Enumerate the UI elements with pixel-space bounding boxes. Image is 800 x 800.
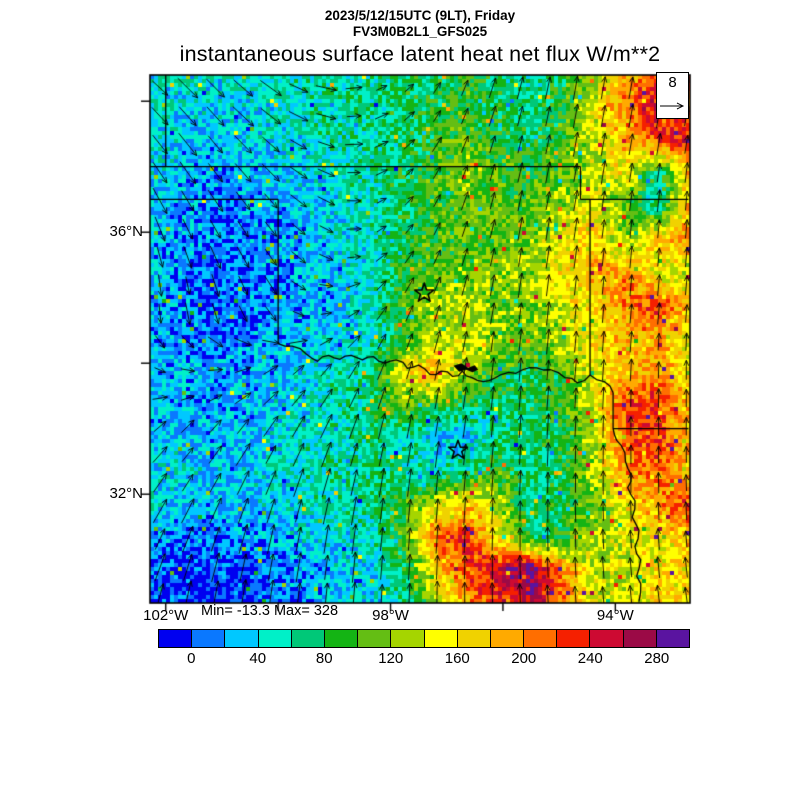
colorbar [158,629,690,648]
colorbar-segment [489,629,525,648]
colorbar-tick-label: 240 [577,650,603,667]
lon-tick-label: 94°W [596,607,634,624]
min-max-label: Min= -13.3 Max= 328 [201,603,339,619]
colorbar-segment [456,629,491,648]
colorbar-tick-label: 40 [249,650,267,667]
colorbar-segment [323,629,359,648]
colorbar-segment [357,629,392,648]
lon-tick-label: 98°W [372,607,409,624]
colorbar-tick-label: 280 [644,650,670,667]
colorbar-tick-label: 200 [511,650,537,667]
colorbar-segment [290,629,325,648]
lat-tick-label: 32°N [109,485,143,503]
lon-tick-label: 102°W [143,607,189,624]
colorbar-tick-label: 0 [187,650,196,667]
colorbar-segment [257,629,292,648]
model-run-label: FV3M0B2L1_GFS025 [352,23,488,39]
title-block: 2023/5/12/15UTC (9LT), Friday FV3M0B2L1_… [40,8,800,67]
colorbar-segment [589,629,624,648]
colorbar-tick-label: 120 [378,650,404,667]
colorbar-segment [191,629,226,648]
colorbar-segment [622,629,657,648]
colorbar-segment [556,629,591,648]
colorbar-segment [423,629,458,648]
colorbar-segment [523,629,558,648]
wind-key-value: 8 [668,74,677,91]
colorbar-segment [390,629,425,648]
lat-tick-label: 36°N [109,223,143,241]
wind-vector-key: 8 [656,72,689,119]
colorbar-segment [655,629,690,648]
colorbar-tick-label: 80 [315,650,333,667]
colorbar-tick-label: 160 [444,650,470,667]
plot-title: instantaneous surface latent heat net fl… [179,41,661,66]
wind-key-arrow-icon [660,102,685,110]
colorbar-segment [224,629,259,648]
colorbar-segment [158,629,193,648]
date-line: 2023/5/12/15UTC (9LT), Friday [324,8,516,23]
